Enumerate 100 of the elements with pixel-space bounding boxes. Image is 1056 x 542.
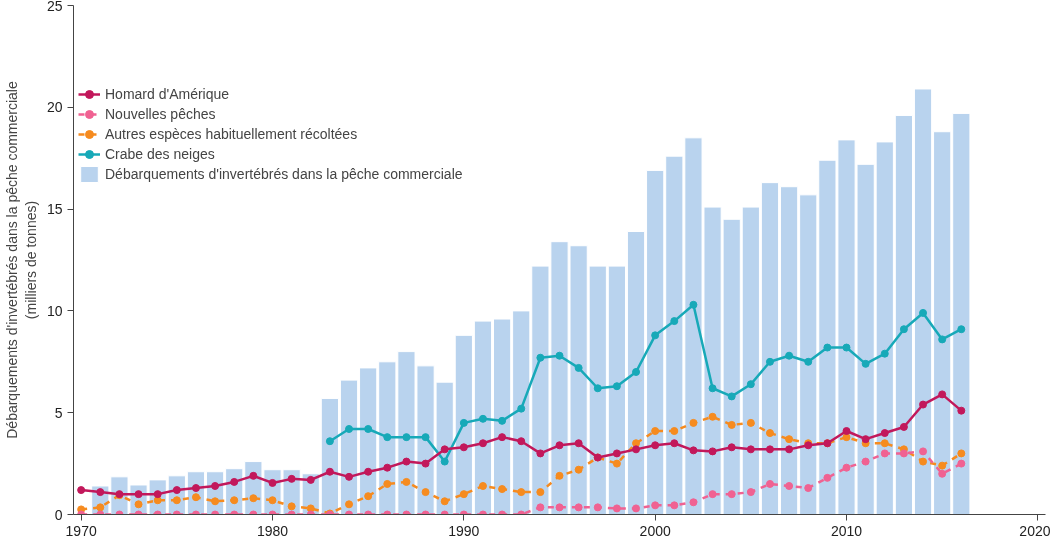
point [670, 439, 679, 448]
point [421, 459, 430, 468]
point [861, 359, 870, 368]
point [555, 471, 564, 480]
legend-label: Crabe des neiges [105, 146, 215, 162]
point [134, 500, 143, 509]
point [919, 457, 928, 466]
point [306, 475, 315, 484]
y-tick-label: 10 [46, 302, 63, 319]
point [612, 459, 621, 468]
point [804, 357, 813, 366]
point [325, 437, 334, 446]
point [383, 479, 392, 488]
point [364, 424, 373, 433]
point [440, 457, 449, 466]
point [364, 492, 373, 501]
legend-label: Homard d'Amérique [105, 86, 230, 102]
point [230, 477, 239, 486]
point [211, 482, 220, 490]
point [632, 367, 641, 376]
point [708, 412, 717, 421]
point [287, 502, 296, 511]
point [823, 473, 832, 482]
point [899, 422, 908, 431]
point [957, 406, 966, 415]
point [765, 357, 774, 366]
point [555, 503, 564, 512]
point [708, 490, 717, 499]
point [555, 441, 564, 450]
point [861, 435, 870, 444]
point [689, 446, 698, 455]
point [823, 343, 832, 352]
point [727, 443, 736, 452]
point [765, 479, 774, 488]
y-tick-label: 25 [46, 0, 63, 14]
point [593, 384, 602, 393]
point [670, 501, 679, 510]
point [746, 418, 755, 427]
point [249, 494, 258, 503]
point [230, 496, 239, 505]
point [842, 433, 851, 442]
point [842, 463, 851, 472]
x-tick-label: 2000 [639, 522, 671, 539]
point [842, 427, 851, 436]
point [651, 501, 660, 510]
point [612, 382, 621, 391]
point [555, 351, 564, 360]
point [191, 484, 200, 493]
point [938, 390, 947, 399]
point [440, 445, 449, 454]
point [402, 433, 411, 442]
point [440, 497, 449, 506]
point [459, 418, 468, 427]
point [574, 465, 583, 474]
point [880, 439, 889, 448]
x-tick-label: 2010 [830, 522, 863, 539]
y-tick-label: 20 [46, 99, 63, 116]
point [478, 482, 487, 490]
point [574, 363, 583, 372]
point [345, 500, 354, 509]
y-tick-label: 15 [46, 201, 63, 218]
point [708, 384, 717, 393]
point [670, 317, 679, 326]
point [612, 504, 621, 513]
point [880, 449, 889, 458]
y-axis-title: Débarquements d'invertébrés dans la pêche commerciale (milliers de tonnes) [3, 81, 39, 439]
point [727, 392, 736, 401]
point [919, 447, 928, 456]
point [861, 457, 870, 466]
point [172, 486, 181, 495]
point [899, 325, 908, 334]
x-tick-label: 1980 [256, 522, 289, 539]
y-tick-label: 0 [54, 506, 63, 523]
point [191, 493, 200, 502]
point [517, 437, 526, 446]
point [957, 459, 966, 468]
point [689, 300, 698, 309]
point [517, 404, 526, 413]
point [651, 427, 660, 436]
y-tick-label: 5 [54, 404, 63, 421]
point [880, 349, 889, 358]
point [632, 504, 641, 513]
point [785, 435, 794, 444]
point [459, 443, 468, 452]
legend-label: Autres espèces habituellement récoltées [105, 126, 358, 142]
point [727, 420, 736, 429]
point [899, 449, 908, 458]
point [689, 498, 698, 507]
x-tick-label: 1990 [448, 522, 480, 539]
point [785, 482, 794, 490]
point [249, 471, 258, 480]
point [96, 503, 105, 512]
point [517, 488, 526, 497]
point [77, 486, 86, 495]
point [804, 484, 813, 493]
point [842, 343, 851, 352]
point [325, 467, 334, 476]
point [478, 439, 487, 448]
point [785, 351, 794, 360]
point [498, 433, 507, 442]
